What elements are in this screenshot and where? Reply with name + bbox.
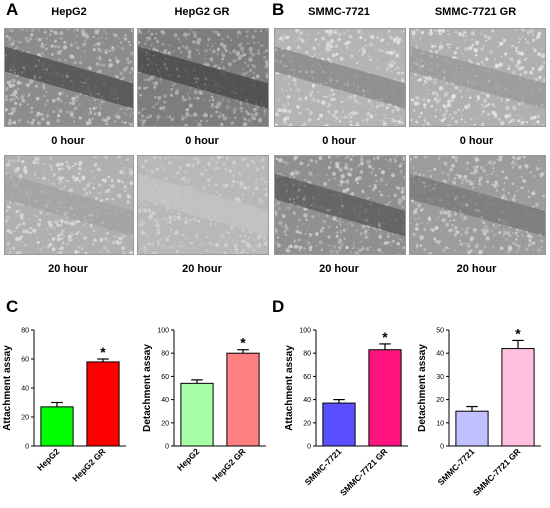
significance-marker: *: [240, 335, 246, 351]
x-tick-label: SMMC-7721 GR: [471, 446, 522, 497]
micrograph-smmc-20h: [274, 155, 406, 255]
bar: [455, 410, 489, 447]
panel-letter-b: B: [272, 0, 285, 19]
y-tick-label: 0: [307, 444, 311, 451]
x-tick-label: SMMC-7721: [303, 446, 344, 487]
row-label-smmc-gr-0h: 0 hour: [459, 135, 494, 147]
micrograph-smmc-gr-0h: [409, 28, 546, 127]
row-label-hepg2-20h: 20 hour: [48, 263, 88, 275]
y-tick-label: 80: [303, 351, 311, 358]
y-tick-label: 0: [440, 444, 444, 451]
row-label-hepg2-0h: 0 hour: [51, 135, 85, 147]
y-tick-label: 80: [21, 328, 29, 335]
row-label-smmc-gr-20h: 20 hour: [456, 263, 497, 275]
panel-letter-d: D: [272, 297, 285, 316]
chart-attachment-hepg2: Attachment assay 0 20 40 60 80 HepG2 * HepG2 GR: [2, 328, 126, 483]
panel-letter-c: C: [6, 297, 19, 316]
row-label-hepg2-gr-0h: 0 hour: [185, 135, 219, 147]
column-title-smmc-gr: SMMC-7721 GR: [434, 6, 517, 18]
micrograph-smmc-0h: [274, 28, 406, 127]
column-title-hepg2: HepG2: [51, 6, 87, 18]
y-tick-label: 10: [436, 420, 444, 427]
y-tick-label: 40: [161, 397, 169, 404]
y-tick-label: 40: [436, 351, 444, 358]
y-tick-label: 100: [299, 328, 311, 335]
significance-marker: *: [100, 344, 106, 360]
row-label-smmc-0h: 0 hour: [322, 135, 356, 147]
y-tick-label: 80: [161, 351, 169, 358]
chart-attachment-smmc: Attachment assay 0 20 40 60 80 100 SMMC-7721 * SM…: [284, 328, 408, 498]
x-tick-label: HepG2: [175, 446, 202, 473]
y-tick-label: 40: [303, 397, 311, 404]
micrograph-hepg2-20h: [4, 155, 134, 255]
y-tick-label: 40: [21, 386, 29, 393]
row-label-smmc-20h: 20 hour: [319, 263, 359, 275]
panel-letter-a: A: [6, 0, 19, 19]
y-tick-label: 60: [303, 374, 311, 381]
micrograph-hepg2-gr-0h: [137, 28, 269, 127]
x-tick-label: HepG2 GR: [210, 446, 247, 483]
y-tick-label: 60: [161, 374, 169, 381]
bar: [501, 348, 535, 447]
y-axis-label: Attachment assay: [2, 345, 13, 431]
column-title-hepg2-gr: HepG2 GR: [174, 6, 230, 18]
y-tick-label: 20: [161, 420, 169, 427]
y-tick-label: 0: [25, 444, 29, 451]
micrograph-hepg2-0h: [4, 28, 134, 127]
y-axis-label: Detachment assay: [417, 344, 428, 432]
micrograph-hepg2-gr-20h: [137, 155, 269, 255]
x-tick-label: HepG2 GR: [70, 446, 107, 483]
y-tick-label: 60: [21, 357, 29, 364]
significance-marker: *: [515, 325, 521, 341]
y-tick-label: 20: [21, 415, 29, 422]
x-tick-label: SMMC-7721: [436, 446, 477, 487]
chart-detachment-hepg2: Detachment assay 0 20 40 60 80 100 HepG2 * HepG2 …: [142, 328, 266, 483]
y-tick-label: 20: [436, 397, 444, 404]
x-tick-label: SMMC-7721 GR: [338, 446, 389, 497]
bar: [368, 349, 402, 447]
y-tick-label: 20: [303, 420, 311, 427]
x-tick-label: HepG2: [35, 446, 62, 473]
micrograph-smmc-gr-20h: [409, 155, 546, 255]
chart-detachment-smmc: Detachment assay 0 10 20 30 40 50 SMMC-7721 * SMM…: [417, 325, 541, 498]
significance-marker: *: [382, 329, 388, 345]
bar: [322, 402, 356, 447]
row-label-hepg2-gr-20h: 20 hour: [182, 263, 222, 275]
y-axis-label: Detachment assay: [142, 344, 153, 432]
bar: [180, 382, 214, 447]
y-tick-label: 0: [165, 444, 169, 451]
y-tick-label: 50: [436, 328, 444, 335]
y-tick-label: 100: [157, 328, 169, 335]
bar: [226, 352, 260, 447]
bar: [86, 361, 120, 447]
y-axis-label: Attachment assay: [284, 345, 295, 431]
bar: [40, 406, 74, 447]
column-title-smmc: SMMC-7721: [308, 6, 370, 18]
y-tick-label: 30: [436, 374, 444, 381]
